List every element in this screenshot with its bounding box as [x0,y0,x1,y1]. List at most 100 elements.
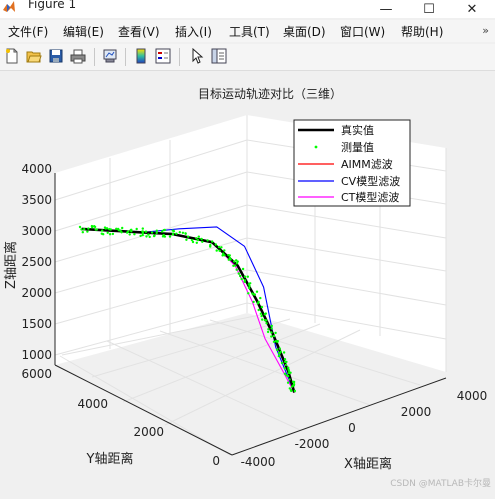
open-file-icon[interactable] [25,47,43,65]
measurement-point [217,245,221,249]
measurement-point [201,240,204,243]
measurement-point [141,227,144,230]
measurement-point [259,312,263,315]
measurement-point [181,231,185,234]
measurement-point [197,235,200,238]
measurement-point [272,334,276,338]
measurement-point [155,231,158,235]
measurement-point [155,229,158,232]
x-tick-labels: -4000 -2000 0 2000 4000 [241,389,488,469]
y-tick-label: 4000 [77,397,108,411]
measurement-point [289,371,292,374]
measurement-point [280,361,284,365]
measurement-point [93,225,96,228]
measurement-point [241,267,245,271]
measurement-point [228,256,232,260]
measurement-point [283,367,286,370]
measurement-point [147,233,150,236]
y-tick-label: 6000 [21,367,52,381]
measurement-point [86,230,89,233]
axis-lines [54,173,447,456]
measurement-point [144,230,148,233]
close-button[interactable]: ✕ [466,1,478,17]
link-plot-icon[interactable] [101,47,119,65]
measurement-point [292,384,296,387]
measurement-point [287,369,291,373]
measurement-point [255,290,259,293]
measurement-point [278,347,281,350]
measurement-point [265,322,268,325]
menu-desktop[interactable]: 桌面(D) [283,25,326,39]
measurement-point [270,335,273,338]
measurement-point [227,254,230,257]
x-tick-label: -2000 [295,437,330,451]
measurement-point [283,372,287,375]
y-axis-label: Y轴距离 [86,451,134,467]
z-tick-label: 3500 [21,193,52,207]
measurement-point [163,235,167,238]
save-icon[interactable] [47,47,65,65]
measurement-point [117,227,120,231]
measurement-point [282,351,286,354]
measurement-point [133,233,136,236]
measurement-point [260,314,263,318]
menu-bar: 文件(F) 编辑(E) 查看(V) 插入(I) 工具(T) 桌面(D) 窗口(W… [0,20,495,42]
z-tick-label: 3000 [21,224,52,238]
menu-file[interactable]: 文件(F) [8,25,49,39]
measurement-point [78,225,82,229]
edit-plot-icon[interactable] [188,47,206,65]
print-icon[interactable] [69,47,87,65]
measurement-point [227,258,230,261]
measurement-point [235,268,238,271]
measurement-point [139,234,142,238]
measurement-point [150,231,154,234]
menu-window[interactable]: 窗口(W) [340,25,386,39]
double-chevron-right-icon[interactable]: » [482,24,489,37]
maximize-button[interactable]: ☐ [423,1,435,17]
minimize-button[interactable]: — [379,1,393,17]
menu-view[interactable]: 查看(V) [118,25,160,39]
menu-tools[interactable]: 工具(T) [229,25,270,39]
x-tick-label: 0 [348,421,356,435]
matlab-icon [3,1,15,12]
measurement-point [106,231,109,234]
new-figure-icon[interactable] [3,47,21,65]
measurement-point [214,243,217,246]
measurement-point [293,389,297,393]
legend-swatch-measure [314,145,318,149]
measurement-point [196,238,200,242]
chart-legend[interactable]: 真实值 测量值 AIMM滤波 CV模型滤波 CT模型滤波 [293,119,411,207]
measurement-point [261,318,264,321]
y-tick-labels: 0 2000 4000 6000 [21,367,220,468]
measurement-point [161,230,164,233]
measurement-point [291,380,295,383]
measurement-point [286,381,290,384]
measurement-point [141,233,144,237]
measurement-point [80,228,83,231]
z-tick-labels: 1000 1500 2000 2500 3000 3500 4000 [21,162,52,362]
measurement-point [253,293,256,296]
measurement-point [87,227,90,230]
measurement-point [248,284,251,288]
insert-legend-icon[interactable] [154,47,172,65]
z-tick-label: 2500 [21,255,52,269]
measurement-point [153,234,156,237]
figure-canvas[interactable]: 目标运动轨迹对比（三维） 1000 1500 2000 2500 3000 35… [0,71,495,495]
measurement-point [185,238,188,241]
insert-colorbar-icon[interactable] [132,47,150,65]
chart-3d: 目标运动轨迹对比（三维） 1000 1500 2000 2500 3000 35… [3,87,491,489]
menu-insert[interactable]: 插入(I) [175,25,212,39]
measurement-point [171,229,174,232]
toolbar-separator [125,48,126,66]
measurement-point [260,305,264,309]
property-inspector-icon[interactable] [210,47,228,65]
measurement-point [128,233,131,236]
measurement-point [121,226,124,230]
measurement-point [195,241,198,244]
floor-grid [59,314,421,456]
menu-edit[interactable]: 编辑(E) [63,25,104,39]
measurement-point [266,330,270,334]
watermark: CSDN @MATLAB卡尔曼 [390,477,491,489]
measurement-point [218,249,221,252]
menu-help[interactable]: 帮助(H) [401,25,444,39]
